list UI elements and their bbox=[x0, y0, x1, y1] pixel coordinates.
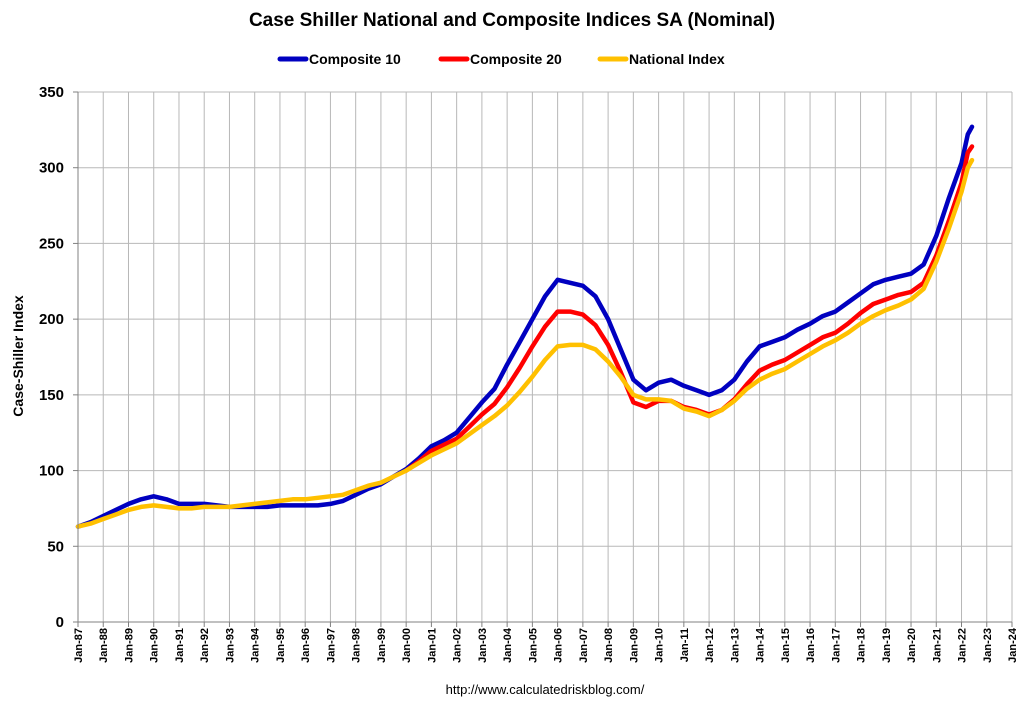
x-tick-label: Jan-21 bbox=[931, 628, 943, 663]
x-tick-label: Jan-00 bbox=[401, 628, 413, 663]
x-tick-label: Jan-09 bbox=[628, 628, 640, 663]
x-tick-label: Jan-95 bbox=[275, 628, 287, 663]
x-tick-label: Jan-90 bbox=[149, 628, 161, 663]
x-tick-label: Jan-18 bbox=[856, 628, 868, 663]
legend-label: Composite 10 bbox=[309, 51, 401, 67]
x-tick-label: Jan-07 bbox=[578, 628, 590, 663]
y-tick-labels: 0 50 100 150 200 250 300 350 bbox=[39, 84, 64, 631]
x-tick-label: Jan-88 bbox=[98, 628, 110, 663]
x-tick-label: Jan-96 bbox=[300, 628, 312, 663]
y-tick-label: 250 bbox=[39, 235, 64, 252]
source-url: http://www.calculatedriskblog.com/ bbox=[446, 682, 645, 697]
y-tick-label: 200 bbox=[39, 311, 64, 328]
x-tick-label: Jan-02 bbox=[452, 628, 464, 663]
y-tick-label: 150 bbox=[39, 387, 64, 404]
axes bbox=[73, 91, 1013, 627]
x-tick-label: Jan-93 bbox=[224, 628, 236, 663]
x-tick-label: Jan-04 bbox=[502, 627, 514, 663]
x-tick-label: Jan-23 bbox=[982, 628, 994, 663]
x-tick-label: Jan-01 bbox=[426, 628, 438, 663]
y-tick-label: 300 bbox=[39, 160, 64, 177]
x-tick-label: Jan-15 bbox=[780, 628, 792, 663]
x-tick-label: Jan-11 bbox=[679, 628, 691, 662]
y-tick-label: 350 bbox=[39, 84, 64, 101]
x-tick-label: Jan-20 bbox=[906, 628, 918, 663]
x-tick-label: Jan-06 bbox=[553, 628, 565, 663]
legend-label: Composite 20 bbox=[470, 51, 562, 67]
legend-label: National Index bbox=[629, 51, 725, 67]
legend-item-composite-10: Composite 10 bbox=[277, 51, 401, 67]
y-tick-label: 100 bbox=[39, 463, 64, 480]
x-tick-label: Jan-89 bbox=[123, 628, 135, 663]
chart-title: Case Shiller National and Composite Indi… bbox=[249, 10, 775, 31]
x-tick-label: Jan-92 bbox=[199, 628, 211, 663]
x-tick-label: Jan-17 bbox=[830, 628, 842, 663]
x-tick-label: Jan-19 bbox=[881, 628, 893, 663]
x-tick-labels: Jan-87 Jan-88 Jan-89 Jan-90 Jan-91 Jan-92 Jan-… bbox=[73, 627, 1019, 663]
y-tick-label: 0 bbox=[56, 614, 64, 631]
x-tick-label: Jan-94 bbox=[250, 627, 262, 663]
x-tick-label: Jan-91 bbox=[174, 628, 186, 663]
series-line-composite-10 bbox=[75, 124, 975, 529]
x-tick-label: Jan-12 bbox=[704, 628, 716, 663]
x-tick-label: Jan-98 bbox=[351, 628, 363, 663]
legend-item-composite-20: Composite 20 bbox=[438, 51, 562, 67]
series-line-national-index bbox=[75, 157, 975, 529]
x-tick-label: Jan-87 bbox=[73, 628, 85, 663]
gridlines bbox=[78, 91, 1013, 622]
y-tick-label: 50 bbox=[47, 538, 64, 555]
x-tick-label: Jan-97 bbox=[325, 628, 337, 663]
x-tick-label: Jan-13 bbox=[729, 628, 741, 663]
x-tick-label: Jan-24 bbox=[1007, 627, 1019, 663]
y-axis-label: Case-Shiller Index bbox=[10, 295, 26, 417]
x-tick-label: Jan-03 bbox=[477, 628, 489, 663]
x-tick-label: Jan-05 bbox=[527, 628, 539, 663]
x-tick-label: Jan-99 bbox=[376, 628, 388, 663]
legend-item-national-index: National Index bbox=[597, 51, 725, 67]
x-tick-label: Jan-16 bbox=[805, 628, 817, 663]
x-tick-label: Jan-22 bbox=[957, 628, 969, 663]
x-tick-label: Jan-10 bbox=[654, 628, 666, 663]
legend: Composite 10 Composite 20 National Index bbox=[277, 51, 725, 67]
x-tick-label: Jan-14 bbox=[755, 627, 767, 663]
series-lines bbox=[75, 124, 975, 529]
x-tick-label: Jan-08 bbox=[603, 628, 615, 663]
